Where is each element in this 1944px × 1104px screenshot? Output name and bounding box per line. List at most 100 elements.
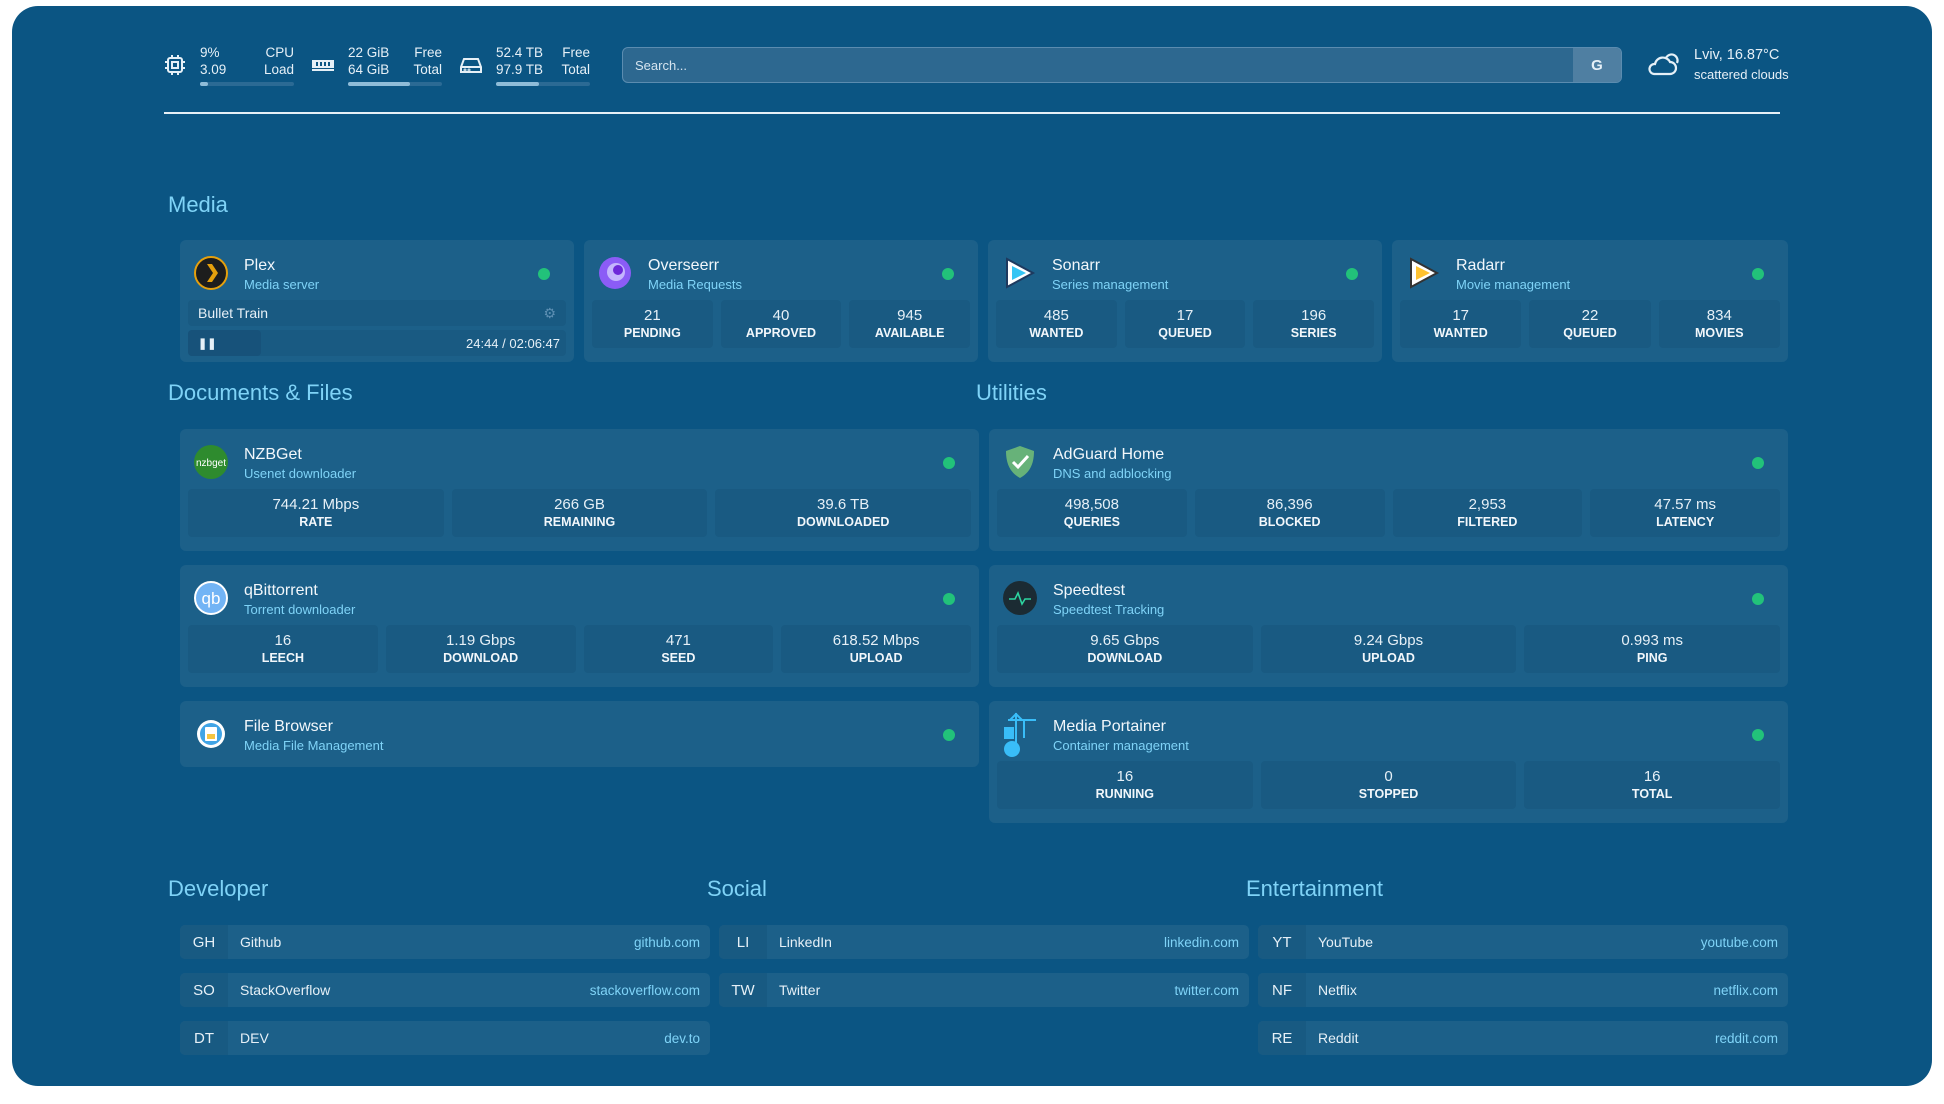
bookmark-youtube[interactable]: YT YouTube youtube.com xyxy=(1258,925,1788,959)
media-settings-icon[interactable]: ⚙ xyxy=(543,304,556,321)
pause-icon[interactable]: ❚❚ xyxy=(188,330,261,356)
stat-value: 945 xyxy=(897,307,923,324)
disk-free: 52.4 TB xyxy=(496,45,544,60)
service-name: qBittorrent xyxy=(244,582,318,599)
cpu-widget: 9% CPU 3.09 Load xyxy=(162,44,294,86)
service-description: Usenet downloader xyxy=(244,466,357,481)
status-indicator xyxy=(943,457,955,469)
bookmark-host: linkedin.com xyxy=(1163,934,1239,950)
weather-widget[interactable]: Lviv, 16.87°C scattered clouds xyxy=(1646,46,1789,84)
stat-stopped: 0 STOPPED xyxy=(1260,761,1517,809)
stat-value: 9.65 Gbps xyxy=(1090,632,1160,649)
stat-value: 196 xyxy=(1301,307,1327,324)
stat-ping: 0.993 ms PING xyxy=(1524,625,1781,673)
search-engine-button[interactable]: G xyxy=(1573,48,1621,82)
stat-value: 9.24 Gbps xyxy=(1353,632,1424,649)
stat-value: 1.19 Gbps xyxy=(446,632,516,649)
stat-value: 485 xyxy=(1043,307,1069,324)
stat-label: STOPPED xyxy=(1358,787,1419,801)
stat-label: QUERIES xyxy=(1063,515,1120,529)
stat-running: 16 RUNNING xyxy=(997,761,1253,809)
stat-label: FILTERED xyxy=(1457,515,1518,529)
section-social: Social xyxy=(707,876,767,901)
stat-label: AVAILABLE xyxy=(874,326,945,340)
bookmark-dev[interactable]: DT DEV dev.to xyxy=(180,1021,710,1055)
bookmark-name: DEV xyxy=(240,1030,269,1046)
bookmark-netflix[interactable]: NF Netflix netflix.com xyxy=(1258,973,1788,1007)
sonarr-icon xyxy=(1000,254,1038,292)
stat-value: 266 GB xyxy=(554,496,605,513)
bookmark-github[interactable]: GH Github github.com xyxy=(180,925,710,959)
memory-free: 22 GiB xyxy=(348,45,390,60)
bookmark-host: reddit.com xyxy=(1714,1030,1778,1046)
cloud-sun-icon xyxy=(1646,50,1680,81)
service-name: AdGuard Home xyxy=(1053,446,1165,463)
service-description: Speedtest Tracking xyxy=(1053,602,1165,617)
service-description: Movie management xyxy=(1456,277,1571,292)
service-card-filebrowser[interactable]: File Browser Media File Management xyxy=(180,701,979,767)
bookmark-host: stackoverflow.com xyxy=(589,982,700,998)
bookmark-twitter[interactable]: TW Twitter twitter.com xyxy=(719,973,1249,1007)
bookmark-name: Reddit xyxy=(1318,1030,1359,1046)
cpu-icon xyxy=(162,52,188,78)
bookmark-abbr: LI xyxy=(719,925,767,959)
service-card-overseerr[interactable]: Overseerr Media Requests 21 PENDING 40 APPROV… xyxy=(584,240,978,362)
overseerr-icon xyxy=(596,254,634,292)
bookmark-linkedin[interactable]: LI LinkedIn linkedin.com xyxy=(719,925,1249,959)
plex-icon xyxy=(192,254,230,292)
stat-downloaded: 39.6 TB DOWNLOADED xyxy=(715,489,972,537)
service-card-plex[interactable]: Plex Media server Bullet Train ⚙ ❚❚ 24:44 / 0… xyxy=(180,240,574,362)
stat-value: 2,953 xyxy=(1468,496,1507,513)
stat-pending: 21 PENDING xyxy=(592,300,713,348)
speedtest-icon xyxy=(1001,579,1039,617)
service-description: Container management xyxy=(1053,738,1189,753)
stat-label: BLOCKED xyxy=(1258,515,1321,529)
bookmark-reddit[interactable]: RE Reddit reddit.com xyxy=(1258,1021,1788,1055)
service-card-portainer[interactable]: Media Portainer Container management 16 RUN… xyxy=(989,701,1788,823)
stat-value: 16 xyxy=(274,632,292,649)
stat-label: UPLOAD xyxy=(849,651,903,665)
stat-wanted: 485 WANTED xyxy=(996,300,1117,348)
stat-remaining: 266 GB REMAINING xyxy=(451,489,708,537)
svg-text:qb: qb xyxy=(202,589,221,608)
now-playing[interactable]: Bullet Train ⚙ xyxy=(188,300,566,326)
status-indicator xyxy=(1752,729,1764,741)
media-title: Bullet Train xyxy=(198,305,269,321)
svg-text:nzbget: nzbget xyxy=(196,458,226,469)
cpu-load: 3.09 xyxy=(200,62,227,77)
bookmark-stackoverflow[interactable]: SO StackOverflow stackoverflow.com xyxy=(180,973,710,1007)
stat-leech: 16 LEECH xyxy=(188,625,378,673)
bookmark-name: YouTube xyxy=(1318,934,1374,950)
service-card-sonarr[interactable]: Sonarr Series management 485 WANTED 17 QUEUED… xyxy=(988,240,1382,362)
service-card-adguard[interactable]: AdGuard Home DNS and adblocking 498,508 QUE… xyxy=(989,429,1788,551)
bookmark-name: StackOverflow xyxy=(240,982,331,998)
service-card-radarr[interactable]: Radarr Movie management 17 WANTED 22 QUEUED 83… xyxy=(1392,240,1788,362)
status-indicator xyxy=(943,729,955,741)
bookmark-abbr: YT xyxy=(1258,925,1306,959)
section-entertainment: Entertainment xyxy=(1246,876,1383,901)
service-card-speedtest[interactable]: Speedtest Speedtest Tracking 9.65 Gbps DOWN… xyxy=(989,565,1788,687)
stat-movies: 834 MOVIES xyxy=(1658,300,1780,348)
service-name: File Browser xyxy=(244,718,333,735)
stat-label: WANTED xyxy=(1433,326,1488,340)
stat-value: 16 xyxy=(1116,768,1134,785)
service-card-qbittorrent[interactable]: qb qBittorrent Torrent downloader 16 LEECH 1.… xyxy=(180,565,979,687)
stat-value: 744.21 Mbps xyxy=(272,496,360,513)
cpu-label: CPU xyxy=(265,45,294,60)
cpu-bar xyxy=(200,82,294,86)
service-card-nzbget[interactable]: nzbget NZBGet Usenet downloader 744.21 Mbps… xyxy=(180,429,979,551)
bookmark-host: netflix.com xyxy=(1713,982,1778,998)
memory-widget: 22 GiB Free 64 GiB Total xyxy=(310,44,442,86)
stat-label: DOWNLOADED xyxy=(797,515,890,529)
stat-rate: 744.21 Mbps RATE xyxy=(188,489,444,537)
stat-value: 47.57 ms xyxy=(1654,496,1716,513)
stat-value: 498,508 xyxy=(1064,496,1119,513)
stat-value: 834 xyxy=(1706,307,1732,324)
playback-progress[interactable]: ❚❚ 24:44 / 02:06:47 xyxy=(188,330,566,356)
free-label: Free xyxy=(562,45,590,60)
search-input[interactable] xyxy=(623,57,1573,73)
status-indicator xyxy=(538,268,550,280)
stat-value: 86,396 xyxy=(1266,496,1313,513)
stat-label: QUEUED xyxy=(1563,326,1617,340)
stat-value: 0 xyxy=(1384,768,1393,785)
